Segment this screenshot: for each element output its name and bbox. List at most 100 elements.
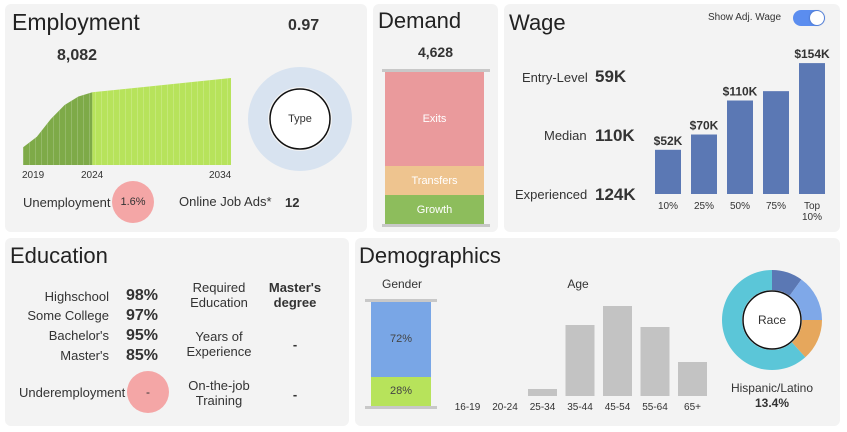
employment-panel: Employment 8,082 0.97 2019 2024 2034 Typ…: [5, 4, 367, 232]
wage-category-label: 10%: [658, 201, 678, 212]
type-donut[interactable]: [248, 67, 352, 171]
race-donut[interactable]: [720, 268, 824, 372]
training-label-line2: Training: [195, 393, 243, 408]
underemployment-label: Underemployment: [19, 385, 126, 400]
training-label-line1: On-the-job: [188, 378, 250, 393]
demand-stack: Exits Transfers Growth: [385, 72, 484, 224]
wage-category-label: Top: [804, 201, 821, 212]
wage-bar[interactable]: [763, 91, 789, 194]
wage-entry-label: Entry-Level: [522, 70, 588, 85]
required-education-value-line2: degree: [273, 295, 317, 310]
gender-segment-female-label: 28%: [389, 385, 413, 398]
adj-wage-toggle[interactable]: [793, 10, 825, 26]
training-value: -: [292, 387, 298, 402]
type-donut-label: Type: [288, 113, 312, 125]
wage-category-label: 75%: [766, 201, 786, 212]
race-donut-center: [742, 290, 802, 350]
age-title: Age: [567, 277, 589, 291]
demand-title: Demand: [378, 8, 462, 33]
required-education-value: Master's degree: [255, 280, 335, 310]
wage-bar[interactable]: [655, 149, 681, 194]
employment-historical-stripes: [23, 92, 93, 165]
employment-title: Employment: [12, 9, 140, 35]
required-education-value-line1: Master's: [268, 280, 322, 295]
gender-bottom-cap: [365, 406, 437, 409]
required-education-label-line1: Required: [192, 280, 246, 295]
wage-experienced-value: 124K: [595, 185, 636, 204]
unemployment-bubble: [112, 181, 154, 223]
edu-level-value: 97%: [126, 307, 159, 324]
age-category-label: 35-44: [567, 402, 593, 413]
required-education-label: Required Education: [175, 280, 263, 310]
employment-year-end: 2034: [209, 170, 232, 181]
race-slice[interactable]: [789, 279, 822, 320]
adj-wage-toggle-knob: [810, 11, 824, 25]
edu-level-label: Highschool: [44, 289, 109, 304]
required-education-label-line2: Education: [190, 295, 248, 310]
employment-projected-stripes: [92, 78, 231, 165]
wage-experienced-label: Experienced: [515, 187, 588, 202]
demand-segment-exits-label: Exits: [422, 113, 447, 126]
adj-wage-toggle-label: Show Adj. Wage: [708, 12, 782, 23]
education-title: Education: [10, 243, 108, 268]
race-slice[interactable]: [722, 270, 806, 370]
demand-value: 4,628: [417, 44, 454, 60]
edu-level-label: Master's: [60, 348, 109, 363]
employment-year-start: 2019: [22, 170, 45, 181]
age-bar-chart: 16-19 20-24 25-34 35-44 45-54 55-64 65+: [455, 306, 707, 413]
employment-value: 8,082: [57, 47, 98, 64]
experience-label-line1: Years of: [195, 329, 243, 344]
race-caption: Hispanic/Latino: [730, 381, 814, 395]
experience-label: Years of Experience: [175, 329, 263, 359]
gender-title: Gender: [381, 277, 423, 291]
demand-segment-growth-label: Growth: [416, 203, 453, 216]
demand-panel: Demand 4,628 Exits Transfers Growth: [373, 4, 498, 232]
edu-level-value: 85%: [126, 347, 159, 364]
wage-bar-value: $154K: [794, 47, 830, 61]
age-category-label: 16-19: [455, 402, 481, 413]
demand-segment-exits[interactable]: Exits: [385, 72, 484, 167]
unemployment-value: 1.6%: [120, 196, 146, 208]
gender-stack: 72% 28%: [371, 302, 431, 406]
edu-level-value: 95%: [126, 327, 159, 344]
race-donut-label: Race: [757, 313, 786, 327]
underemployment-value: -: [146, 385, 150, 399]
age-bar[interactable]: [640, 327, 670, 396]
wage-bar[interactable]: [691, 134, 717, 195]
age-bar[interactable]: [603, 306, 632, 396]
demand-segment-transfers[interactable]: Transfers: [385, 166, 484, 196]
employment-ratio: 0.97: [288, 17, 320, 34]
age-bar[interactable]: [678, 362, 707, 396]
wage-bar[interactable]: [727, 100, 753, 195]
gender-segment-male-label: 72%: [389, 333, 413, 346]
demand-segment-transfers-label: Transfers: [411, 174, 458, 187]
wage-entry-value: 59K: [595, 67, 627, 86]
demographics-title: Demographics: [359, 243, 501, 268]
wage-title: Wage: [509, 10, 566, 35]
wage-bar-value: $70K: [690, 119, 719, 133]
education-panel: Education Highschool 98% Some College 97…: [5, 238, 349, 426]
edu-level-label: Bachelor's: [48, 328, 109, 343]
wage-bar[interactable]: [799, 63, 825, 194]
race-slice[interactable]: [772, 270, 802, 296]
wage-category-label: 25%: [694, 201, 714, 212]
demand-segment-growth[interactable]: Growth: [385, 195, 484, 224]
experience-label-line2: Experience: [186, 344, 252, 359]
race-slice[interactable]: [791, 320, 822, 358]
age-category-label: 20-24: [492, 402, 518, 413]
employment-area-chart: [23, 78, 231, 165]
gender-segment-male[interactable]: 72%: [371, 302, 431, 377]
wage-category-label: 50%: [730, 201, 750, 212]
wage-panel: Wage Show Adj. Wage Entry-Level 59K Medi…: [504, 4, 840, 232]
online-job-ads-label: Online Job Ads*: [179, 194, 272, 209]
age-category-label: 55-64: [642, 402, 668, 413]
age-bar[interactable]: [528, 389, 557, 396]
gender-top-cap: [365, 299, 437, 302]
age-bar[interactable]: [565, 325, 595, 396]
wage-median-label: Median: [544, 128, 587, 143]
employment-year-mid: 2024: [81, 170, 104, 181]
online-job-ads-value: 12: [285, 195, 300, 210]
gender-segment-female[interactable]: 28%: [371, 376, 431, 406]
unemployment-label: Unemployment: [23, 195, 111, 210]
